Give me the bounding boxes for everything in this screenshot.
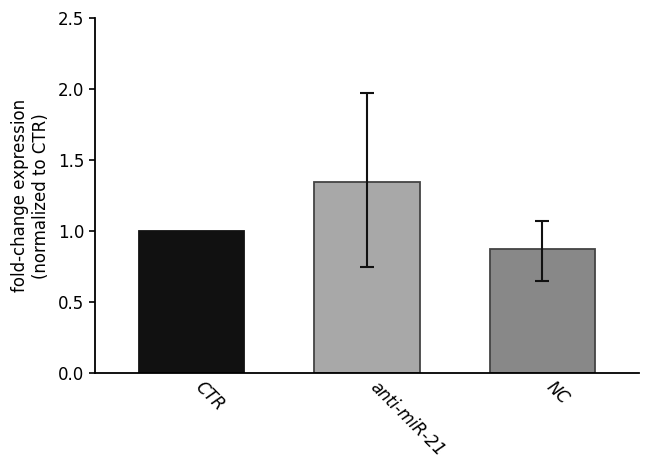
Y-axis label: fold-change expression
(normalized to CTR): fold-change expression (normalized to CT… <box>11 99 50 292</box>
Bar <box>139 231 244 374</box>
Bar <box>489 249 595 374</box>
Bar <box>315 181 420 374</box>
